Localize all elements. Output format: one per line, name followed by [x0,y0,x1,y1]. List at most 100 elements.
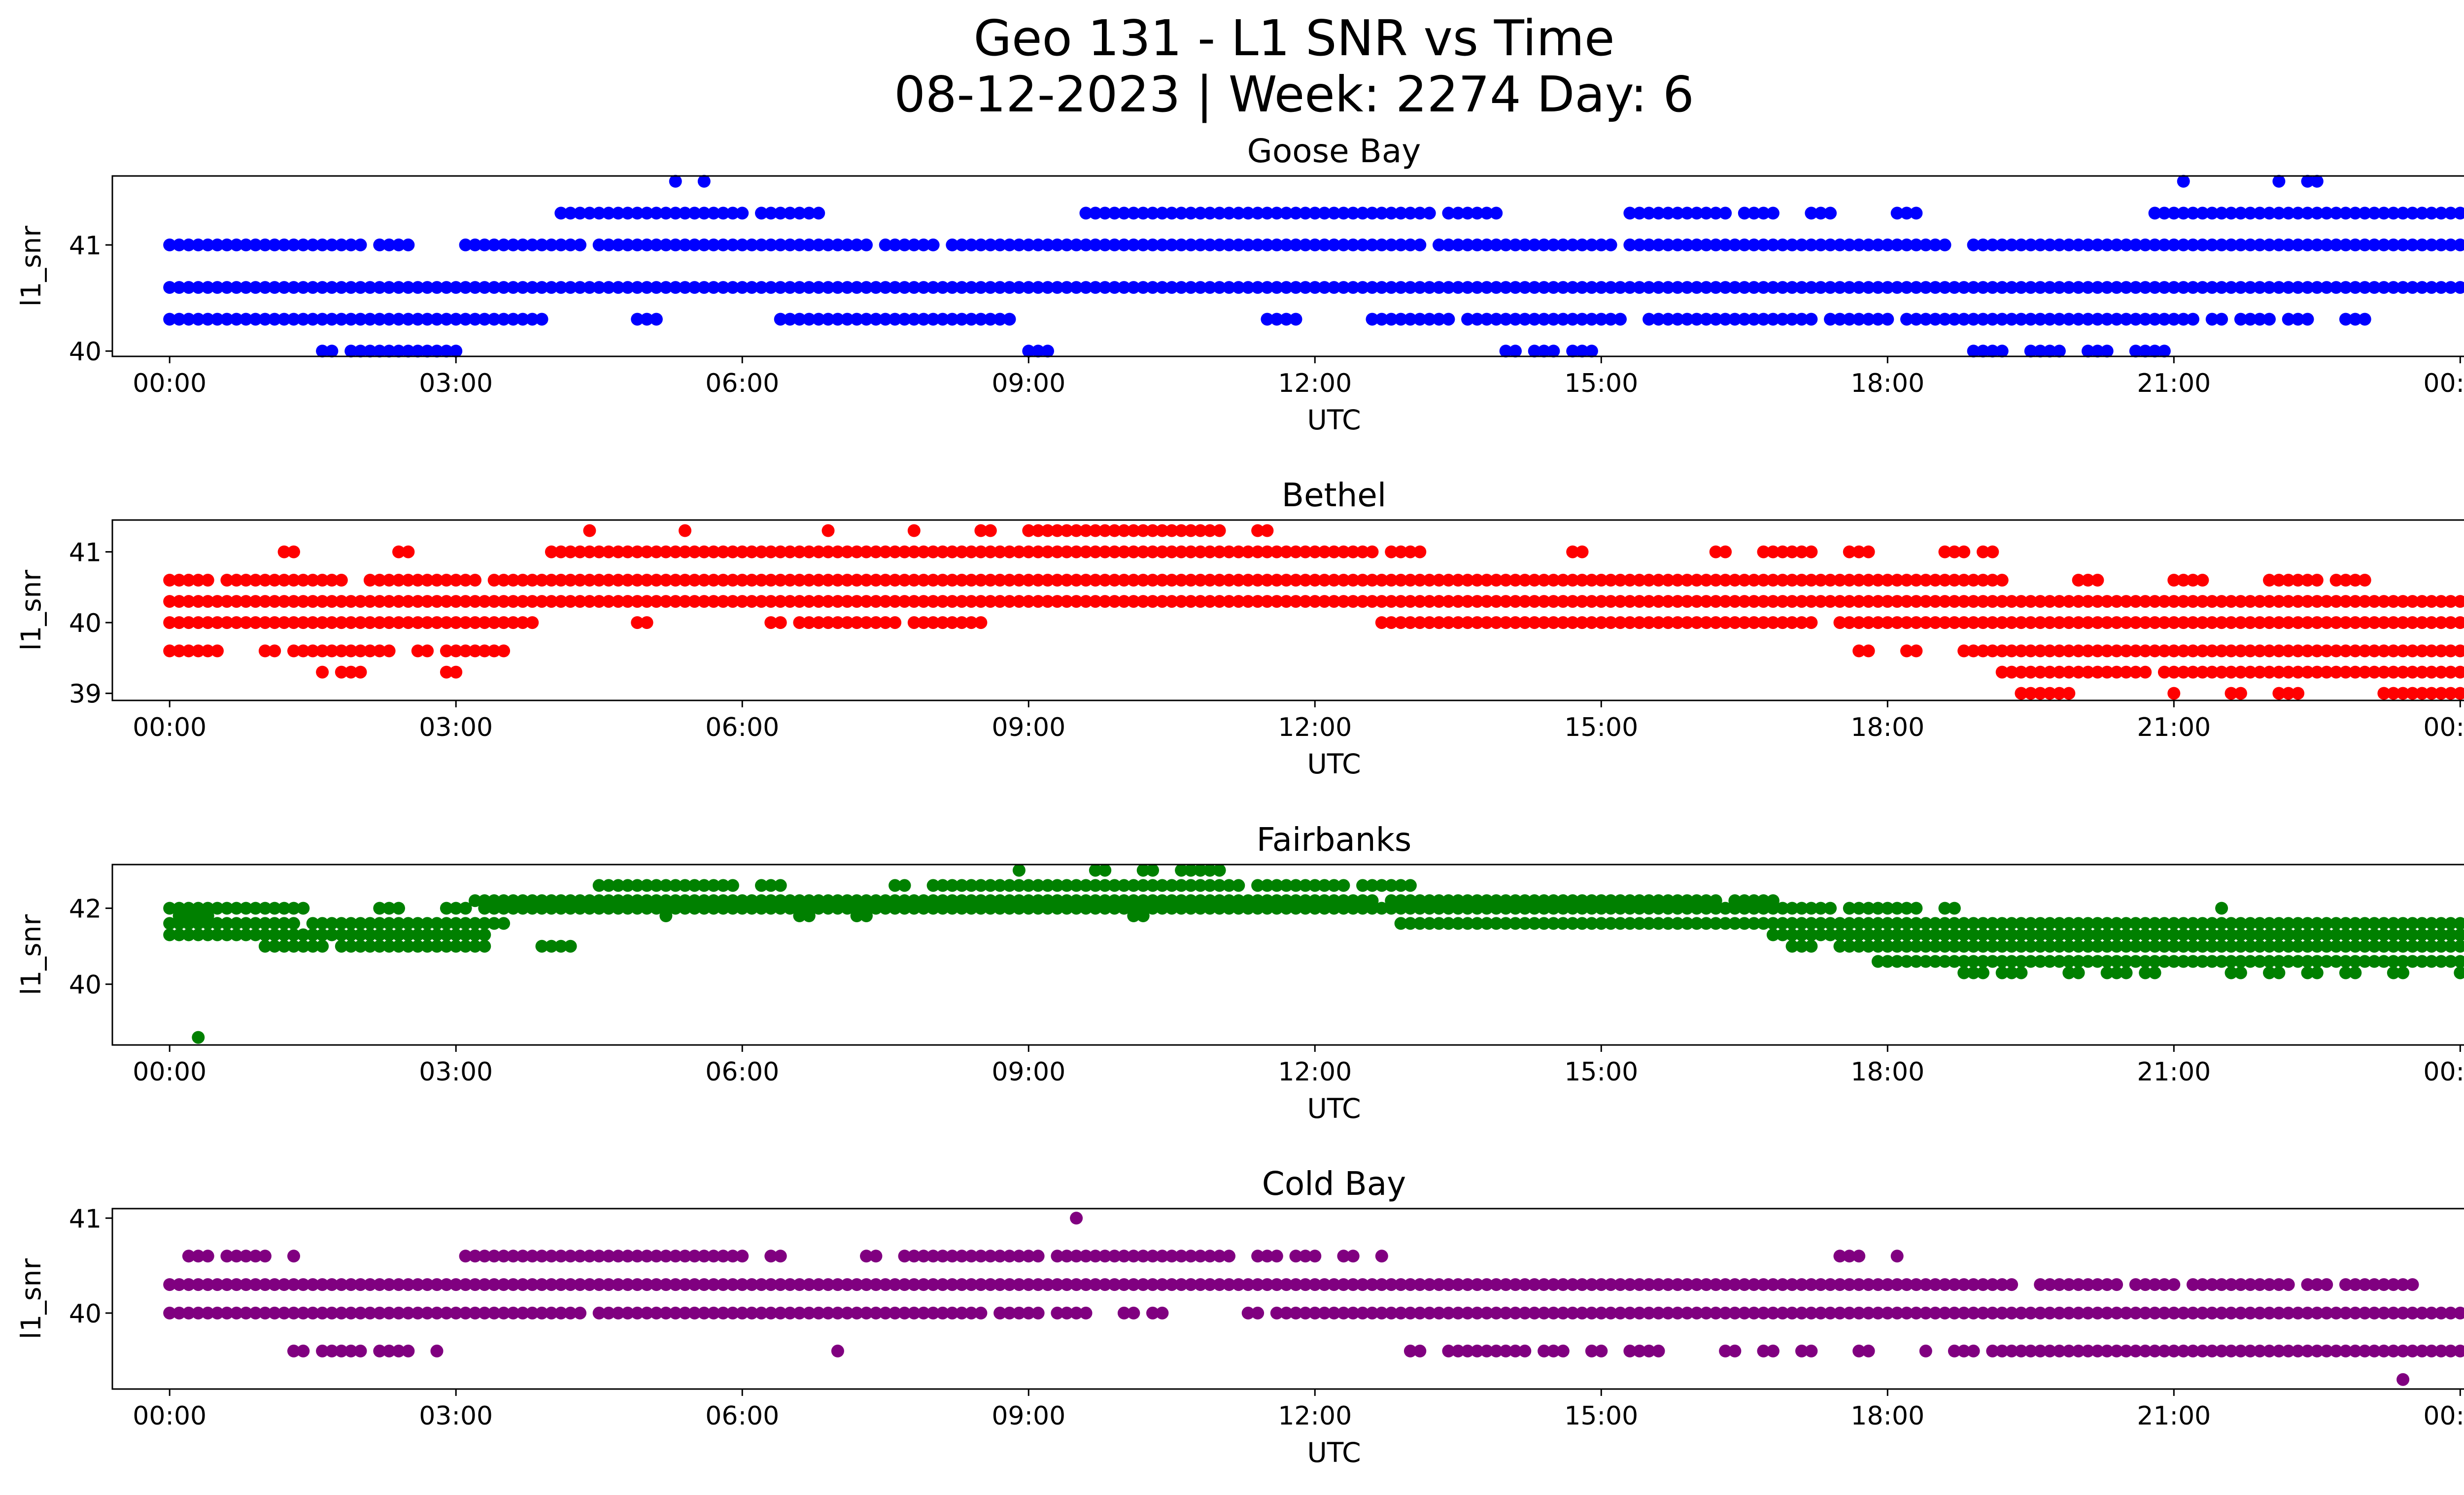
data-point [2339,917,2352,930]
data-point [1757,238,1770,251]
data-point [1060,524,1073,537]
data-point [192,928,205,941]
data-point [2358,313,2371,326]
data-point [1604,894,1617,907]
data-point [1194,1278,1207,1291]
data-point [1661,207,1675,220]
data-point [2120,966,2133,979]
data-point [2368,1306,2381,1320]
data-point [1089,864,1102,877]
data-point [1738,1278,1751,1291]
data-point [1108,238,1121,251]
data-point [2387,238,2400,251]
data-point [440,574,453,587]
data-point [354,345,367,358]
data-point [1671,616,1684,629]
data-point [1766,1306,1780,1320]
data-point [1146,238,1159,251]
data-point [2129,939,2142,953]
data-point [869,1278,883,1291]
data-point [2244,917,2257,930]
data-point [1490,574,1503,587]
x-tick-label: 15:00 [1564,713,1638,742]
data-point [1146,864,1159,877]
data-point [430,574,444,587]
data-point [2053,281,2066,294]
data-point [736,1250,749,1263]
data-point [268,939,281,953]
data-point [2310,574,2324,587]
data-point [1213,595,1226,608]
data-point [2072,665,2085,679]
data-point [440,665,453,679]
data-point [2263,917,2276,930]
data-point [2157,616,2171,629]
data-point [421,345,434,358]
data-point [717,207,730,220]
data-point [1757,1278,1770,1291]
data-point [1289,595,1302,608]
data-point [363,1306,376,1320]
data-point [2015,238,2028,251]
data-point [2082,616,2094,629]
data-point [535,313,548,326]
data-point [1900,281,1913,294]
data-point [1070,524,1083,537]
data-point [2320,281,2333,294]
data-point [2139,955,2152,968]
data-point [679,238,691,251]
data-point [1595,281,1608,294]
data-point [2072,313,2085,326]
data-point [802,313,816,326]
data-point [421,939,434,953]
data-point [2377,928,2391,941]
data-point [392,1306,405,1320]
x-tick-label: 18:00 [1850,369,1924,398]
data-point [2053,313,2066,326]
data-point [1547,313,1560,326]
data-point [1499,238,1512,251]
data-point [1690,238,1703,251]
data-point [1518,1344,1532,1357]
data-point [1614,1306,1627,1320]
data-point [1738,1306,1751,1320]
data-point [745,1306,758,1320]
data-point [382,281,396,294]
data-point [1041,894,1054,907]
data-point [1852,928,1866,941]
data-point [631,616,644,629]
data-point [592,879,606,892]
data-point [631,574,644,587]
data-point [793,545,806,558]
data-point [2205,917,2219,930]
data-point [1461,1278,1474,1291]
data-point [2148,595,2161,608]
data-point [2082,1306,2094,1320]
data-point [2244,1306,2257,1320]
data-point [1566,574,1579,587]
data-point [869,1306,883,1320]
data-point [755,894,768,907]
data-point [1051,1306,1064,1320]
data-point [1967,574,1980,587]
data-point [2454,917,2464,930]
data-point [926,1278,940,1291]
data-point [1451,207,1465,220]
data-point [2129,345,2142,358]
data-point [1261,313,1274,326]
data-point [907,1278,921,1291]
data-point [2253,1306,2266,1320]
data-point [2234,917,2247,930]
data-point [1862,281,1875,294]
data-point [2358,1278,2371,1291]
data-point [688,574,701,587]
data-point [2329,917,2343,930]
data-point [1843,1250,1856,1263]
data-point [774,1250,787,1263]
data-point [201,595,214,608]
data-point [2310,1306,2324,1320]
data-point [1986,595,1999,608]
data-point [841,595,854,608]
data-point [1433,917,1445,930]
data-point [831,281,844,294]
